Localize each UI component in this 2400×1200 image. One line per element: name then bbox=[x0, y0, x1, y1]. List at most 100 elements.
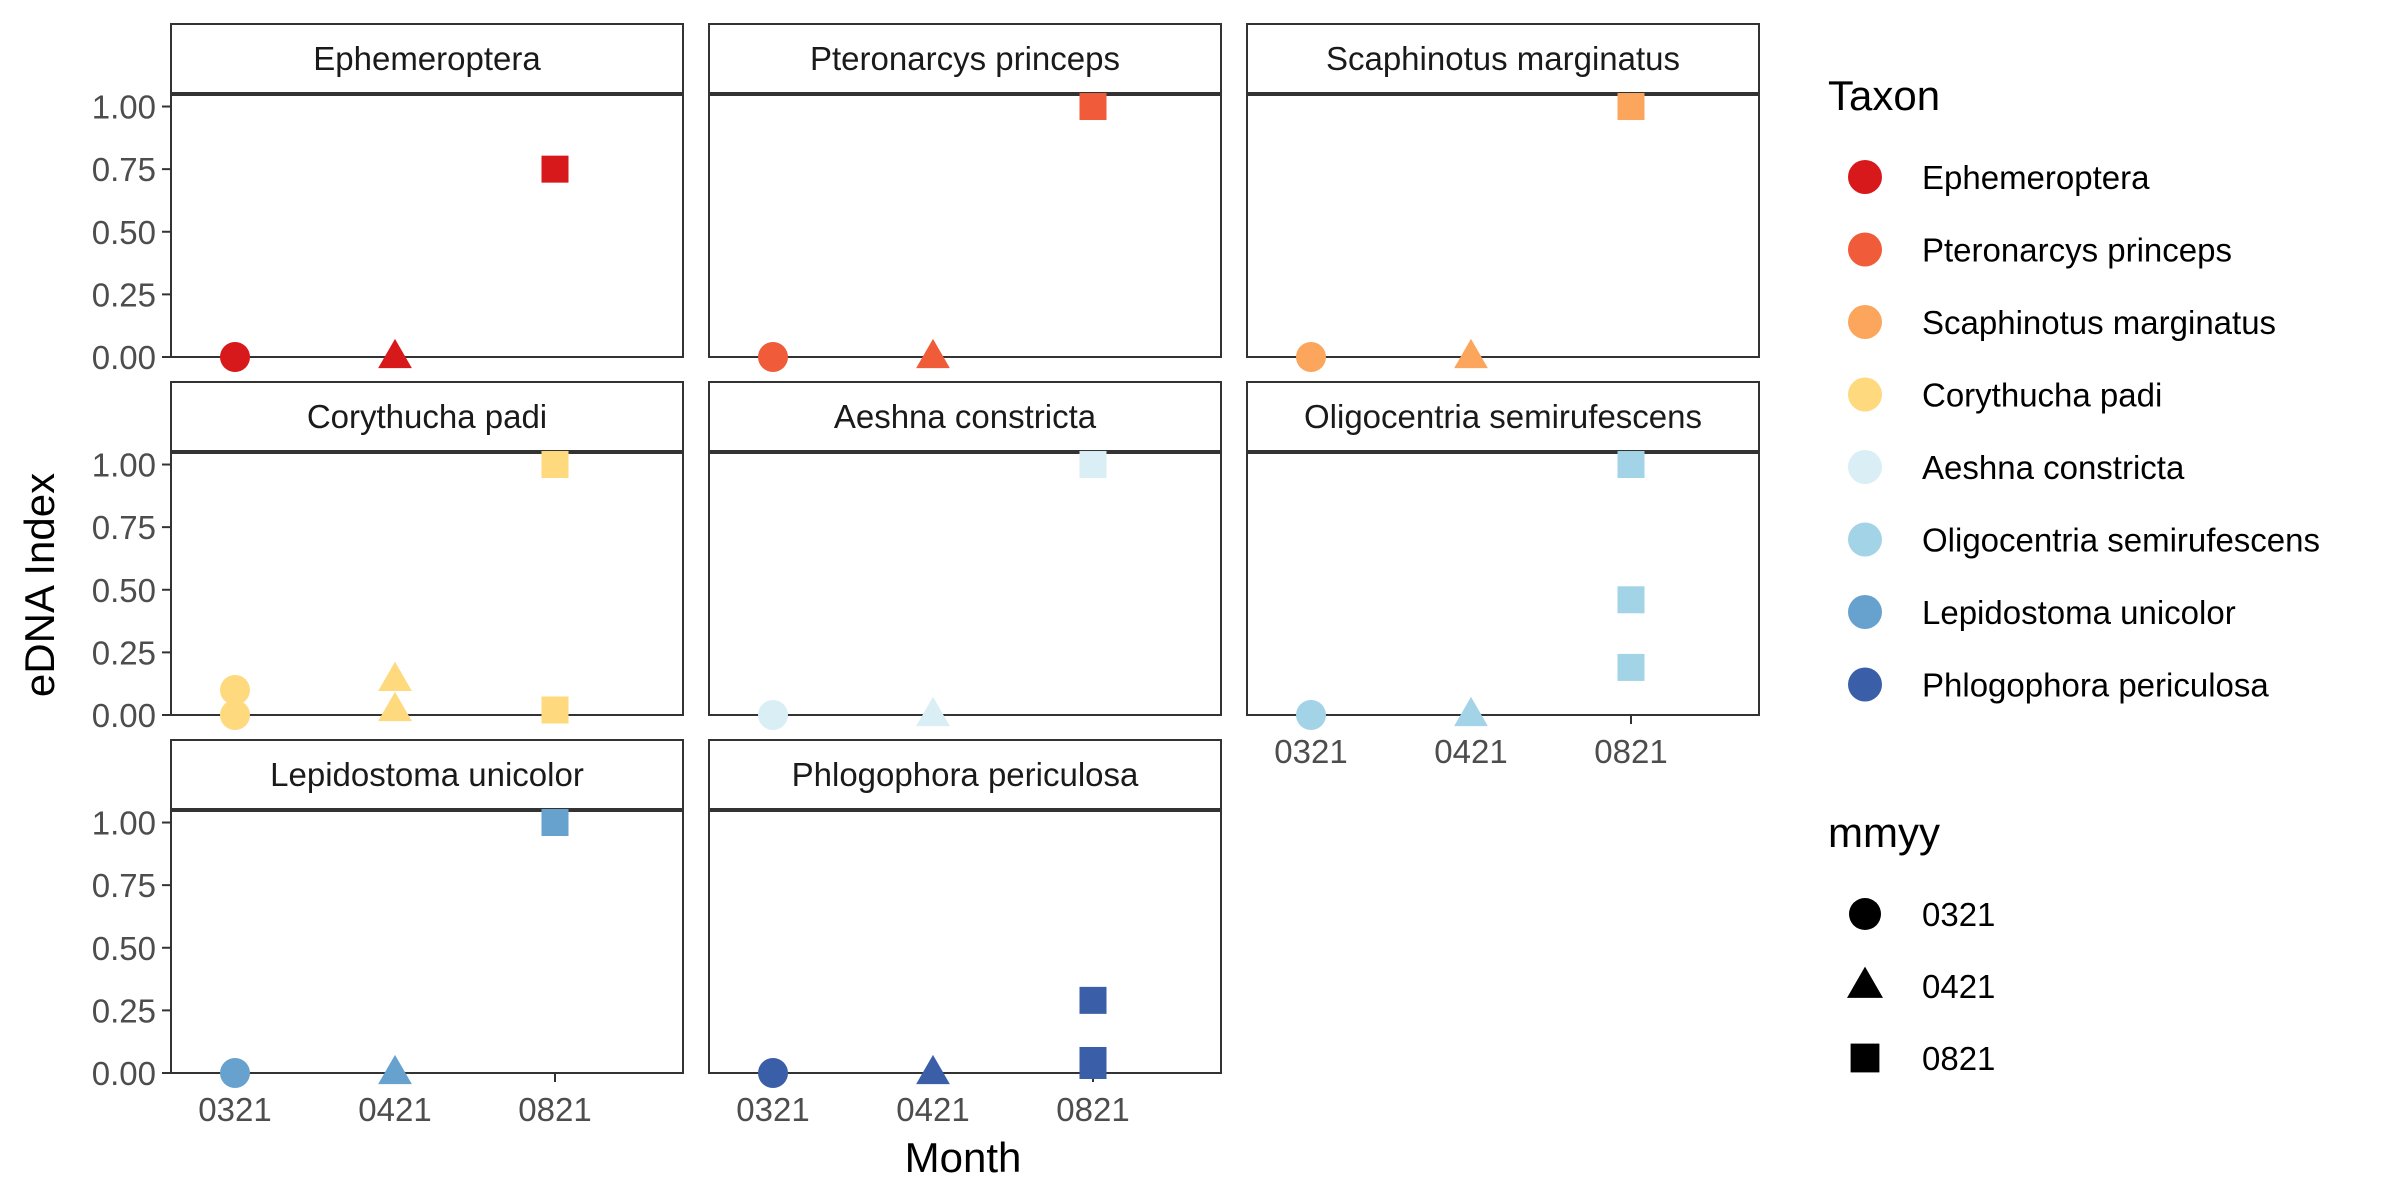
data-point bbox=[1617, 93, 1645, 121]
data-point bbox=[1079, 1051, 1107, 1079]
facet-plot-area bbox=[1246, 451, 1760, 716]
data-point bbox=[378, 661, 412, 692]
facet-panels: Ephemeroptera 0.00 0.25 0.50 0.75 1.00 Pterona… bbox=[92, 23, 1760, 1128]
legend-entry: Oligocentria semirufescens bbox=[1848, 522, 2320, 559]
y-tick-label: 0.75 bbox=[92, 867, 156, 904]
legend-key bbox=[1848, 305, 1882, 339]
data-point bbox=[1617, 586, 1645, 614]
facet-strip bbox=[170, 381, 684, 453]
data-point bbox=[220, 700, 250, 730]
data-point bbox=[1617, 653, 1645, 681]
data-point bbox=[916, 338, 950, 369]
data-point bbox=[916, 1054, 950, 1085]
legend-key bbox=[1847, 966, 1883, 998]
facet-panel: Lepidostoma unicolor 0.00 0.25 0.50 0.75 1.00… bbox=[92, 739, 684, 1128]
axis-titles: Month eDNA Index bbox=[16, 473, 1021, 1181]
facet-plot-area bbox=[170, 93, 684, 358]
legend-entry: Lepidostoma unicolor bbox=[1848, 594, 2236, 631]
legend-key bbox=[1848, 160, 1882, 194]
data-point bbox=[1296, 342, 1326, 372]
data-point bbox=[916, 696, 950, 727]
legend-entry: 0421 bbox=[1847, 966, 1995, 1005]
x-tick-label: 0821 bbox=[518, 1091, 591, 1128]
facet-plot-area bbox=[1246, 93, 1760, 358]
y-tick-label: 0.50 bbox=[92, 930, 156, 967]
data-point bbox=[1454, 696, 1488, 727]
legend-label: 0321 bbox=[1922, 896, 1995, 933]
legend-label: Corythucha padi bbox=[1922, 377, 2162, 414]
x-tick-label: 0321 bbox=[736, 1091, 809, 1128]
y-tick-label: 0.00 bbox=[92, 697, 156, 734]
facet-plot-area bbox=[708, 809, 1222, 1074]
y-axis-title: eDNA Index bbox=[16, 473, 63, 697]
y-tick-label: 0.00 bbox=[92, 339, 156, 376]
facet-panel: Ephemeroptera 0.00 0.25 0.50 0.75 1.00 bbox=[92, 23, 684, 376]
data-point bbox=[378, 691, 412, 722]
legend-entry: Pteronarcys princeps bbox=[1848, 232, 2232, 269]
legend-label: Scaphinotus marginatus bbox=[1922, 304, 2276, 341]
facet-panel: Oligocentria semirufescens 0321 0421 0821 bbox=[1246, 381, 1760, 770]
y-tick-label: 0.50 bbox=[92, 214, 156, 251]
x-tick-label: 0421 bbox=[358, 1091, 431, 1128]
x-tick-label: 0321 bbox=[198, 1091, 271, 1128]
y-tick-label: 0.75 bbox=[92, 151, 156, 188]
data-point bbox=[378, 1054, 412, 1085]
facet-strip-label: Ephemeroptera bbox=[313, 40, 541, 77]
x-tick-label: 0421 bbox=[1434, 733, 1507, 770]
facet-strip bbox=[170, 739, 684, 811]
y-tick-label: 0.25 bbox=[92, 276, 156, 313]
data-point bbox=[541, 809, 569, 837]
legend-title: Taxon bbox=[1828, 72, 1940, 119]
y-tick-label: 1.00 bbox=[92, 89, 156, 126]
data-point bbox=[378, 338, 412, 369]
data-point bbox=[1454, 338, 1488, 369]
legend-key bbox=[1850, 1043, 1880, 1073]
x-tick-label: 0421 bbox=[896, 1091, 969, 1128]
facet-plot-area bbox=[170, 809, 684, 1074]
facet-strip-label: Corythucha padi bbox=[307, 398, 547, 435]
data-point bbox=[758, 1058, 788, 1088]
facet-strip-label: Scaphinotus marginatus bbox=[1326, 40, 1680, 77]
x-axis-title: Month bbox=[905, 1134, 1022, 1181]
facet-strip-label: Phlogophora periculosa bbox=[792, 756, 1139, 793]
y-tick-label: 0.50 bbox=[92, 572, 156, 609]
data-point bbox=[1079, 93, 1107, 121]
facet-panel: Phlogophora periculosa 0321 0421 0821 bbox=[708, 739, 1222, 1128]
legend-entry: Scaphinotus marginatus bbox=[1848, 304, 2276, 341]
facet-panel: Scaphinotus marginatus bbox=[1246, 23, 1760, 372]
y-tick-label: 0.75 bbox=[92, 509, 156, 546]
x-tick-label: 0321 bbox=[1274, 733, 1347, 770]
y-tick-label: 1.00 bbox=[92, 447, 156, 484]
facet-strip bbox=[708, 739, 1222, 811]
legend-label: Pteronarcys princeps bbox=[1922, 232, 2232, 269]
facet-strip-label: Aeshna constricta bbox=[834, 398, 1097, 435]
legend-key bbox=[1848, 667, 1882, 702]
facet-strip bbox=[170, 23, 684, 95]
facet-plot-area bbox=[170, 451, 684, 716]
y-tick-label: 1.00 bbox=[92, 805, 156, 842]
data-point bbox=[758, 342, 788, 372]
data-point bbox=[1079, 451, 1107, 479]
data-point bbox=[541, 155, 569, 183]
facet-strip bbox=[1246, 381, 1760, 453]
facet-plot-area bbox=[708, 93, 1222, 358]
data-point bbox=[1296, 700, 1326, 730]
data-point bbox=[1617, 451, 1645, 479]
y-tick-label: 0.25 bbox=[92, 992, 156, 1029]
legend-entry: Ephemeroptera bbox=[1848, 159, 2150, 196]
legend-label: Lepidostoma unicolor bbox=[1922, 594, 2236, 631]
legend-entry: Phlogophora periculosa bbox=[1848, 667, 2269, 704]
legend-label: Ephemeroptera bbox=[1922, 159, 2150, 196]
legend-key bbox=[1848, 377, 1882, 412]
facet-plot-area bbox=[708, 451, 1222, 716]
data-point bbox=[220, 674, 250, 705]
legend-entry: Corythucha padi bbox=[1848, 377, 2162, 414]
legend-key bbox=[1848, 595, 1882, 629]
legend-key bbox=[1848, 232, 1882, 267]
legend: Taxon Ephemeroptera Pteronarcys princeps Sc… bbox=[1828, 72, 2320, 1077]
legend-label: Oligocentria semirufescens bbox=[1922, 522, 2320, 559]
facet-strip-label: Oligocentria semirufescens bbox=[1304, 398, 1702, 435]
legend-entry: Aeshna constricta bbox=[1848, 449, 2185, 486]
facet-strip-label: Lepidostoma unicolor bbox=[270, 756, 584, 793]
